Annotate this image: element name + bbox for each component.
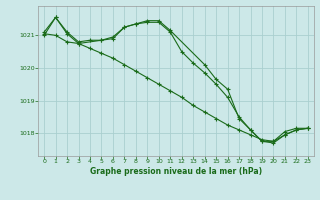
X-axis label: Graphe pression niveau de la mer (hPa): Graphe pression niveau de la mer (hPa) (90, 167, 262, 176)
